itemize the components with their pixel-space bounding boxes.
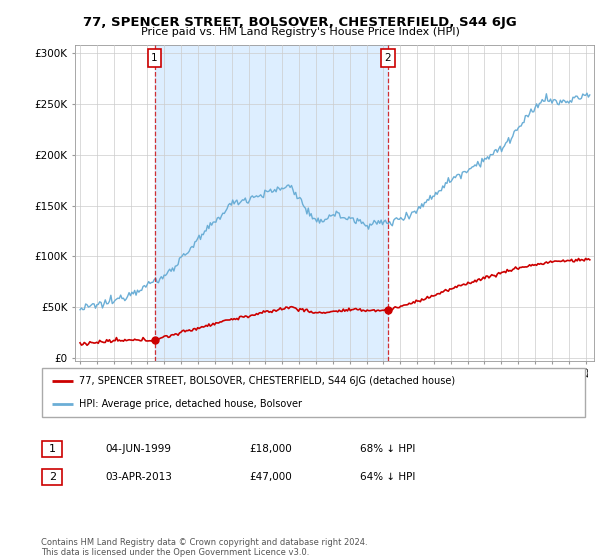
Text: 2: 2 (384, 53, 391, 63)
Text: £18,000: £18,000 (249, 444, 292, 454)
Text: 77, SPENCER STREET, BOLSOVER, CHESTERFIELD, S44 6JG (detached house): 77, SPENCER STREET, BOLSOVER, CHESTERFIE… (79, 376, 455, 386)
Text: 77, SPENCER STREET, BOLSOVER, CHESTERFIELD, S44 6JG: 77, SPENCER STREET, BOLSOVER, CHESTERFIE… (83, 16, 517, 29)
Text: 64% ↓ HPI: 64% ↓ HPI (360, 472, 415, 482)
Text: 1: 1 (49, 444, 56, 454)
Text: £47,000: £47,000 (249, 472, 292, 482)
Bar (155, 45, 388, 361)
Text: 03-APR-2013: 03-APR-2013 (105, 472, 172, 482)
Text: 68% ↓ HPI: 68% ↓ HPI (360, 444, 415, 454)
Text: 1: 1 (151, 53, 158, 63)
Text: HPI: Average price, detached house, Bolsover: HPI: Average price, detached house, Bols… (79, 399, 302, 409)
Text: Price paid vs. HM Land Registry's House Price Index (HPI): Price paid vs. HM Land Registry's House … (140, 27, 460, 37)
Text: 04-JUN-1999: 04-JUN-1999 (105, 444, 171, 454)
Text: 2: 2 (49, 472, 56, 482)
Text: Contains HM Land Registry data © Crown copyright and database right 2024.
This d: Contains HM Land Registry data © Crown c… (41, 538, 367, 557)
